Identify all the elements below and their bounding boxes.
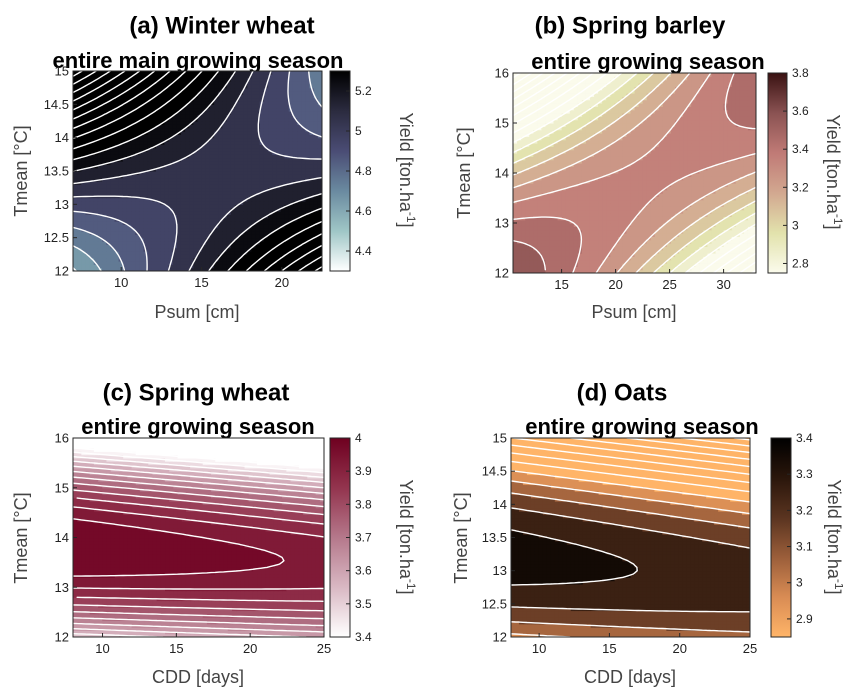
colorbar-tick-label: 3.2 — [792, 180, 809, 194]
y-tick-label: 15 — [55, 480, 69, 495]
y-tick-label: 13.5 — [482, 530, 507, 545]
colorbar-tick-label: 3.1 — [796, 540, 813, 554]
colorbar-tick-label: 3.4 — [792, 142, 809, 156]
y-tick-label: 14 — [55, 530, 69, 545]
x-tick-label: 25 — [662, 277, 676, 292]
panel-subtitle: entire growing season — [525, 414, 759, 439]
colorbar-tick-label: 2.9 — [796, 612, 813, 626]
y-tick-label: 12.5 — [482, 596, 507, 611]
x-tick-label: 20 — [243, 641, 257, 656]
y-tick-label: 14.5 — [44, 97, 69, 112]
x-tick-label: 20 — [608, 277, 622, 292]
panel-title: (c) Spring wheat — [103, 379, 290, 406]
colorbar-tick-label: 5 — [355, 124, 362, 138]
y-tick-label: 15 — [55, 64, 69, 79]
colorbar-tick-label: 3.6 — [355, 564, 372, 578]
y-tick-label: 14.5 — [482, 464, 507, 479]
panel-subtitle: entire growing season — [81, 414, 315, 439]
y-tick-label: 13 — [55, 197, 69, 212]
y-axis-label: Tmean [°C] — [11, 492, 31, 583]
colorbar-tick-label: 3.3 — [796, 467, 813, 481]
contour-fill — [513, 73, 756, 273]
y-tick-label: 16 — [495, 66, 509, 81]
colorbar-tick-label: 3 — [792, 218, 799, 232]
colorbar-tick-label: 3.9 — [355, 464, 372, 478]
colorbar-tick-label: 3 — [796, 576, 803, 590]
x-tick-label: 10 — [95, 641, 109, 656]
colorbar-tick-label: 3.8 — [355, 497, 372, 511]
chart-panel-c: (c) Spring wheat entire growing season 10 1… — [11, 379, 418, 687]
x-tick-label: 15 — [554, 277, 568, 292]
x-tick-label: 20 — [275, 275, 289, 290]
x-tick-label: 15 — [602, 641, 616, 656]
x-tick-label: 15 — [194, 275, 208, 290]
colorbar-label: Yield [ton.ha-1] — [396, 112, 418, 227]
y-tick-label: 13 — [55, 580, 69, 595]
y-tick-label: 14 — [493, 497, 507, 512]
x-tick-label: 25 — [743, 641, 757, 656]
y-tick-label: 14 — [495, 166, 509, 181]
y-tick-label: 16 — [55, 431, 69, 446]
y-axis-label: Tmean [°C] — [451, 492, 471, 583]
colorbar-label: Yield [ton.ha-1] — [396, 479, 418, 594]
y-tick-label: 12 — [493, 630, 507, 645]
y-tick-label: 15 — [493, 431, 507, 446]
x-axis-label: Psum [cm] — [591, 302, 676, 322]
colorbar-tick-label: 3.5 — [355, 597, 372, 611]
colorbar-tick-label: 3.7 — [355, 531, 372, 545]
x-axis-label: CDD [days] — [584, 667, 676, 687]
colorbar-tick-label: 4.6 — [355, 204, 372, 218]
y-tick-label: 13 — [493, 563, 507, 578]
panel-subtitle: entire main growing season — [53, 48, 344, 73]
x-axis-label: CDD [days] — [152, 667, 244, 687]
colorbar-tick-label: 4.8 — [355, 164, 372, 178]
colorbar — [770, 437, 792, 638]
x-tick-label: 30 — [716, 277, 730, 292]
colorbar-tick-label: 3.6 — [792, 104, 809, 118]
colorbar-tick-label: 3.2 — [796, 503, 813, 517]
chart-panel-b: (b) Spring barley entire growing season 15… — [454, 12, 843, 322]
x-tick-label: 10 — [114, 275, 128, 290]
colorbar-label: Yield [ton.ha-1] — [823, 114, 843, 229]
y-axis-label: Tmean [°C] — [11, 125, 31, 216]
x-tick-label: 15 — [169, 641, 183, 656]
chart-panel-a: (a) Winter wheat entire main growing seas… — [11, 12, 418, 322]
x-tick-label: 10 — [532, 641, 546, 656]
y-axis-label: Tmean [°C] — [454, 127, 474, 218]
colorbar-tick-label: 3.8 — [792, 66, 809, 80]
y-tick-label: 12.5 — [44, 230, 69, 245]
x-tick-label: 20 — [672, 641, 686, 656]
y-tick-label: 12 — [55, 264, 69, 279]
colorbar-tick-label: 4 — [355, 431, 362, 445]
y-tick-label: 14 — [55, 130, 69, 145]
panel-title: (d) Oats — [577, 379, 668, 406]
y-tick-label: 12 — [55, 630, 69, 645]
contour-lines — [73, 71, 322, 271]
colorbar — [767, 72, 788, 274]
y-tick-label: 13 — [495, 216, 509, 231]
colorbar-tick-label: 4.4 — [355, 244, 372, 258]
colorbar-tick-label: 2.8 — [792, 256, 809, 270]
panel-title: (b) Spring barley — [535, 12, 726, 39]
y-tick-label: 12 — [495, 266, 509, 281]
chart-panel-d: (d) Oats entire growing season 10 15 20 25 12 1… — [451, 379, 843, 687]
y-tick-label: 15 — [495, 116, 509, 131]
colorbar-tick-label: 3.4 — [355, 630, 372, 644]
x-tick-label: 25 — [317, 641, 331, 656]
colorbar-tick-label: 5.2 — [355, 84, 372, 98]
panel-subtitle: entire growing season — [531, 49, 765, 74]
panel-title: (a) Winter wheat — [129, 12, 314, 39]
x-axis-label: Psum [cm] — [154, 302, 239, 322]
colorbar-label: Yield [ton.ha-1] — [824, 479, 843, 594]
y-tick-label: 13.5 — [44, 164, 69, 179]
contour-lines — [513, 73, 756, 273]
colorbar-tick-label: 3.4 — [796, 431, 813, 445]
